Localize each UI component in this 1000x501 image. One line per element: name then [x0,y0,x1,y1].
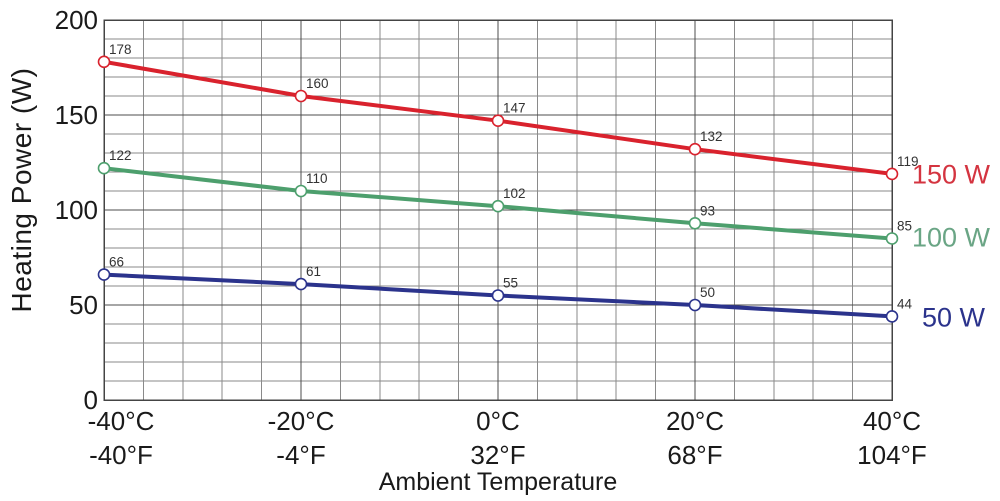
data-point-marker [491,199,505,213]
data-point-marker [294,277,308,291]
x-tick-celsius: 0°C [476,406,520,436]
x-tick-celsius: -20°C [267,406,335,436]
data-point-marker [97,55,111,69]
x-tick-label: 0°C 32°F [418,404,578,472]
data-point-label: 85 [897,219,912,234]
data-point-label: 147 [503,101,526,116]
data-point-label: 93 [700,203,715,218]
data-point-label: 110 [306,171,328,186]
x-tick-fahrenheit: -4°F [276,440,326,470]
data-point-label: 55 [503,276,518,291]
series-label-0: 150 W [912,159,991,190]
data-point-label: 44 [897,296,913,311]
x-tick-celsius: 20°C [665,406,725,436]
y-tick-label: 100 [54,195,98,225]
data-point-marker [885,232,899,245]
x-tick-label: 20°C 68°F [615,404,775,472]
data-point-marker [688,142,702,156]
x-tick-fahrenheit: 104°F [857,440,927,470]
data-point-marker [294,89,308,103]
data-point-marker [885,167,899,181]
y-tick-label: 50 [69,290,98,320]
data-point-label: 102 [503,186,526,201]
y-tick-label: 150 [54,100,98,130]
y-tick-label: 200 [54,5,98,35]
data-point-marker [97,161,111,175]
data-point-marker [688,298,702,312]
y-tick-label: 0 [83,385,98,415]
data-point-marker [688,217,702,230]
x-tick-fahrenheit: -40°F [89,440,153,470]
x-tick-label: -20°C -4°F [221,404,381,472]
data-point-marker [885,310,899,323]
data-point-label: 178 [109,42,132,57]
data-point-marker [491,289,505,302]
x-tick-fahrenheit: 32°F [470,440,526,470]
x-axis-title: Ambient Temperature [378,468,618,496]
x-tick-label: -40°C -40°F [41,404,201,472]
x-tick-celsius: -40°C [87,406,155,436]
data-point-label: 66 [109,255,124,270]
data-point-label: 160 [306,76,329,91]
x-tick-fahrenheit: 68°F [667,440,723,470]
data-point-label: 50 [700,285,715,300]
data-point-marker [491,114,505,127]
data-point-label: 61 [306,264,321,279]
series-label-2: 50 W [922,302,986,333]
plot-border [103,19,893,401]
series-label-1: 100 W [912,222,991,253]
data-point-marker [294,184,308,198]
data-point-label: 122 [109,148,132,163]
x-tick-label: 40°C 104°F [812,404,972,472]
data-point-marker [97,268,111,281]
data-point-label: 132 [700,129,723,144]
data-point-label: 119 [897,154,919,169]
x-tick-celsius: 40°C [862,406,922,436]
